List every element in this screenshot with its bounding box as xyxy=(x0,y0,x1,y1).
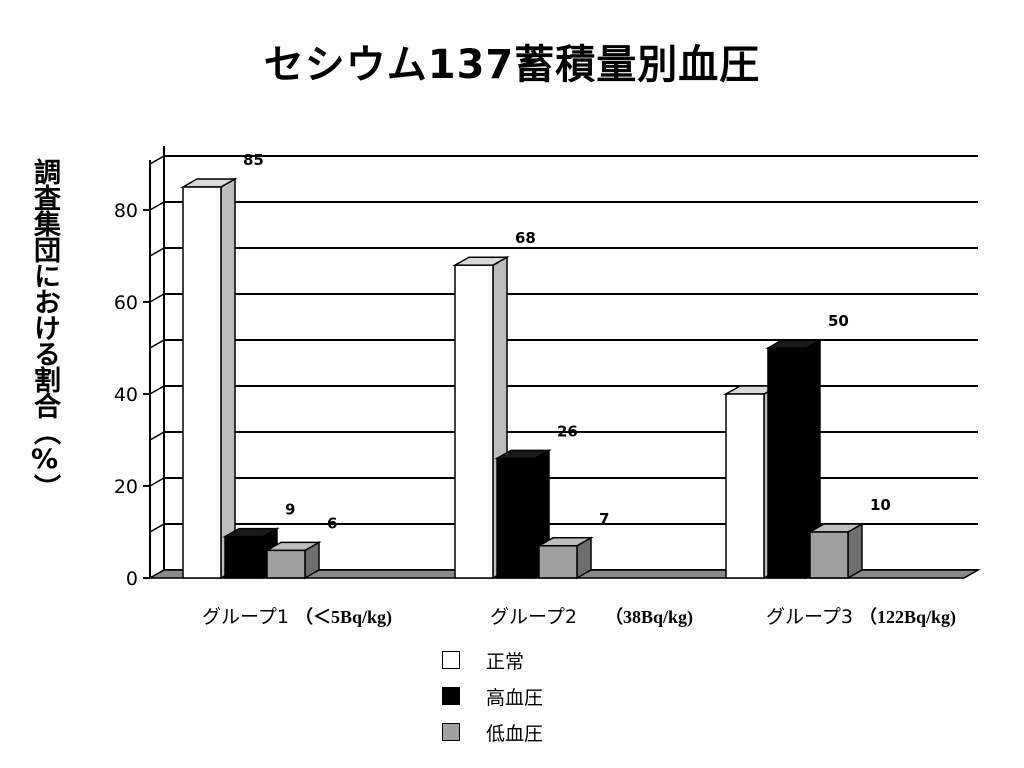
category-label-2: グループ2 （38Bq/kg) xyxy=(490,602,693,629)
bar-side xyxy=(847,522,863,580)
chart-title: セシウム137蓄積量別血圧 xyxy=(263,42,761,88)
category-name: グループ3 xyxy=(766,606,853,628)
category-name: グループ1 xyxy=(202,606,289,628)
category-range: （38Bq/kg) xyxy=(605,607,694,627)
legend-label: 低血圧 xyxy=(486,722,544,745)
gridline-diagonal xyxy=(149,477,165,487)
legend-item-low: 低血圧 xyxy=(442,714,543,750)
data-label: 26 xyxy=(557,422,578,440)
bar xyxy=(496,457,536,579)
data-label: 6 xyxy=(327,514,337,532)
bar xyxy=(725,393,765,579)
data-label: 10 xyxy=(870,496,891,514)
bar xyxy=(454,264,494,579)
gridline-diagonal xyxy=(149,201,165,211)
data-label: 9 xyxy=(285,501,295,519)
category-range: （＜5Bq/kg) xyxy=(295,607,393,627)
bar xyxy=(266,549,306,579)
bar xyxy=(224,535,264,579)
bar xyxy=(538,545,578,579)
y-axis-label: 調査集団における割合（%） xyxy=(29,158,60,500)
legend-swatch xyxy=(442,687,460,705)
data-label: 68 xyxy=(515,229,536,247)
y-tick-label: 20 xyxy=(114,476,138,498)
y-tick-label: 60 xyxy=(114,292,138,314)
legend-swatch xyxy=(442,651,460,669)
gridline-diagonal xyxy=(149,385,165,395)
data-label: 50 xyxy=(828,312,849,330)
gridline-diagonal xyxy=(149,293,165,303)
bar xyxy=(767,347,807,579)
gridline-diagonal xyxy=(149,339,165,349)
data-label: 85 xyxy=(243,151,264,169)
y-tick-label: 0 xyxy=(126,568,138,590)
gridline-diagonal xyxy=(149,247,165,257)
category-range: （122Bq/kg) xyxy=(859,607,957,627)
gridline-diagonal xyxy=(149,155,165,165)
data-label: 7 xyxy=(599,510,609,528)
bar-side xyxy=(220,177,236,580)
category-label-1: グループ1 （＜5Bq/kg) xyxy=(202,602,392,629)
category-name: グループ2 xyxy=(490,606,577,628)
bar xyxy=(809,531,849,579)
bar xyxy=(182,186,222,579)
gridline-diagonal xyxy=(149,431,165,441)
y-tick-label: 80 xyxy=(114,200,138,222)
legend-label: 正常 xyxy=(486,650,525,673)
legend: 正常 高血圧 低血圧 xyxy=(442,642,543,750)
legend-item-normal: 正常 xyxy=(442,642,543,678)
category-label-3: グループ3 （122Bq/kg) xyxy=(766,602,956,629)
gridline-diagonal xyxy=(149,523,165,533)
legend-item-high: 高血圧 xyxy=(442,678,543,714)
legend-label: 高血圧 xyxy=(486,686,544,709)
y-tick-label: 40 xyxy=(114,384,138,406)
legend-swatch xyxy=(442,723,460,741)
